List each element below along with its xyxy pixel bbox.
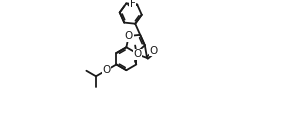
- Text: O: O: [133, 49, 142, 59]
- Text: O: O: [102, 65, 111, 75]
- Text: O: O: [150, 46, 158, 56]
- Text: F: F: [130, 0, 136, 9]
- Text: O: O: [124, 31, 133, 41]
